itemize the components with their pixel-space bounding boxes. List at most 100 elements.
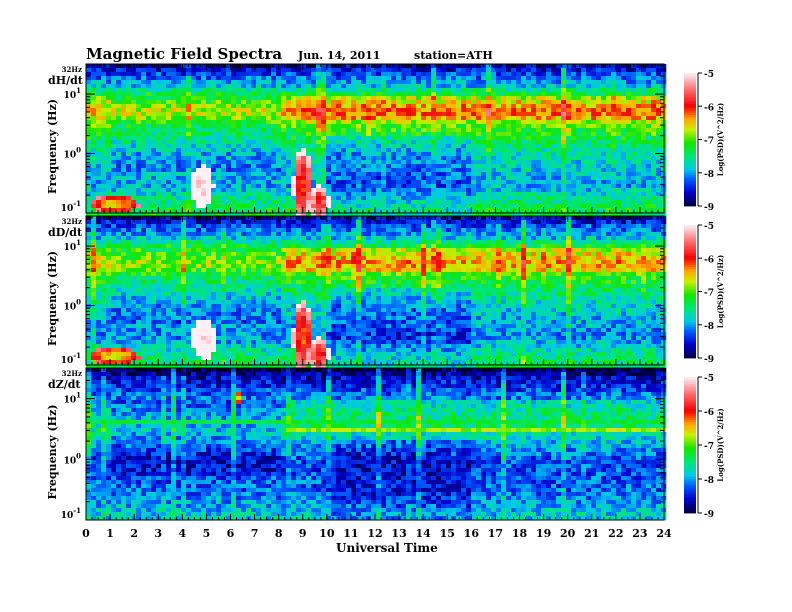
heatmap-cell — [516, 112, 522, 117]
heatmap-cell — [566, 172, 572, 177]
heatmap-cell — [546, 172, 552, 177]
heatmap-cell — [296, 176, 302, 181]
heatmap-cell — [536, 100, 542, 105]
heatmap-cell — [346, 92, 352, 97]
heatmap-cell — [406, 128, 412, 133]
heatmap-cell — [161, 176, 167, 181]
heatmap-cell — [121, 160, 127, 165]
heatmap-cell — [201, 92, 207, 97]
heatmap-cell — [221, 224, 227, 229]
heatmap-cell — [246, 212, 252, 217]
heatmap-cell — [111, 92, 117, 97]
heatmap-cell — [226, 180, 232, 185]
heatmap-cell — [641, 140, 647, 145]
heatmap-cell — [166, 180, 172, 185]
heatmap-cell — [106, 176, 112, 181]
heatmap-cell — [371, 96, 377, 101]
heatmap-cell — [401, 128, 407, 133]
heatmap-cell — [501, 196, 507, 201]
heatmap-cell — [361, 64, 367, 69]
heatmap-cell — [161, 104, 167, 109]
heatmap-cell — [441, 164, 447, 169]
heatmap-cell — [136, 204, 142, 209]
heatmap-cell — [326, 64, 332, 69]
heatmap-cell — [651, 220, 657, 225]
heatmap-cell — [116, 88, 122, 93]
heatmap-cell — [191, 136, 197, 141]
heatmap-cell — [226, 144, 232, 149]
heatmap-cell — [321, 208, 327, 213]
heatmap-cell — [196, 72, 202, 77]
heatmap-cell — [211, 224, 217, 229]
heatmap-cell — [516, 72, 522, 77]
heatmap-cell — [351, 184, 357, 189]
heatmap-cell — [306, 156, 312, 161]
heatmap-cell — [481, 108, 487, 113]
heatmap-cell — [371, 68, 377, 73]
heatmap-cell — [271, 188, 277, 193]
heatmap-cell — [326, 144, 332, 149]
heatmap-cell — [611, 112, 617, 117]
heatmap-cell — [481, 80, 487, 85]
heatmap-cell — [646, 212, 652, 217]
heatmap-cell — [91, 68, 97, 73]
heatmap-cell — [86, 100, 92, 105]
heatmap-cell — [526, 200, 532, 205]
heatmap-cell — [451, 84, 457, 89]
heatmap-cell — [311, 92, 317, 97]
heatmap-cell — [301, 64, 307, 69]
heatmap-cell — [616, 176, 622, 181]
heatmap-cell — [346, 128, 352, 133]
heatmap-cell — [541, 132, 547, 137]
heatmap-cell — [601, 132, 607, 137]
heatmap-cell — [366, 152, 372, 157]
heatmap-cell — [611, 76, 617, 81]
heatmap-cell — [221, 220, 227, 225]
heatmap-cell — [241, 164, 247, 169]
heatmap-cell — [331, 144, 337, 149]
heatmap-cell — [486, 112, 492, 117]
heatmap-cell — [356, 68, 362, 73]
heatmap-cell — [611, 64, 617, 69]
heatmap-cell — [301, 100, 307, 105]
heatmap-cell — [461, 112, 467, 117]
heatmap-cell — [316, 204, 322, 209]
heatmap-cell — [606, 132, 612, 137]
colorbar-swatch — [684, 121, 696, 125]
heatmap-cell — [391, 176, 397, 181]
heatmap-cell — [366, 144, 372, 149]
heatmap-cell — [501, 188, 507, 193]
heatmap-cell — [111, 220, 117, 225]
heatmap-cell — [646, 72, 652, 77]
heatmap-cell — [96, 176, 102, 181]
heatmap-cell — [256, 164, 262, 169]
heatmap-cell — [311, 164, 317, 169]
heatmap-cell — [116, 204, 122, 209]
heatmap-cell — [281, 204, 287, 209]
heatmap-cell — [131, 156, 137, 161]
heatmap-cell — [576, 112, 582, 117]
heatmap-cell — [261, 132, 267, 137]
heatmap-cell — [441, 188, 447, 193]
heatmap-cell — [111, 120, 117, 125]
heatmap-cell — [231, 152, 237, 157]
heatmap-cell — [651, 64, 657, 69]
heatmap-cell — [511, 108, 517, 113]
heatmap-cell — [351, 120, 357, 125]
heatmap-cell — [391, 112, 397, 117]
heatmap-cell — [526, 188, 532, 193]
heatmap-cell — [216, 92, 222, 97]
heatmap-cell — [436, 144, 442, 149]
heatmap-cell — [421, 112, 427, 117]
heatmap-cell — [261, 164, 267, 169]
heatmap-cell — [141, 160, 147, 165]
heatmap-cell — [656, 152, 662, 157]
heatmap-cell — [426, 212, 432, 217]
heatmap-cell — [351, 156, 357, 161]
heatmap-cell — [246, 180, 252, 185]
heatmap-cell — [451, 76, 457, 81]
heatmap-cell — [561, 216, 567, 221]
heatmap-cell — [221, 164, 227, 169]
heatmap-cell — [501, 172, 507, 177]
heatmap-cell — [376, 200, 382, 205]
